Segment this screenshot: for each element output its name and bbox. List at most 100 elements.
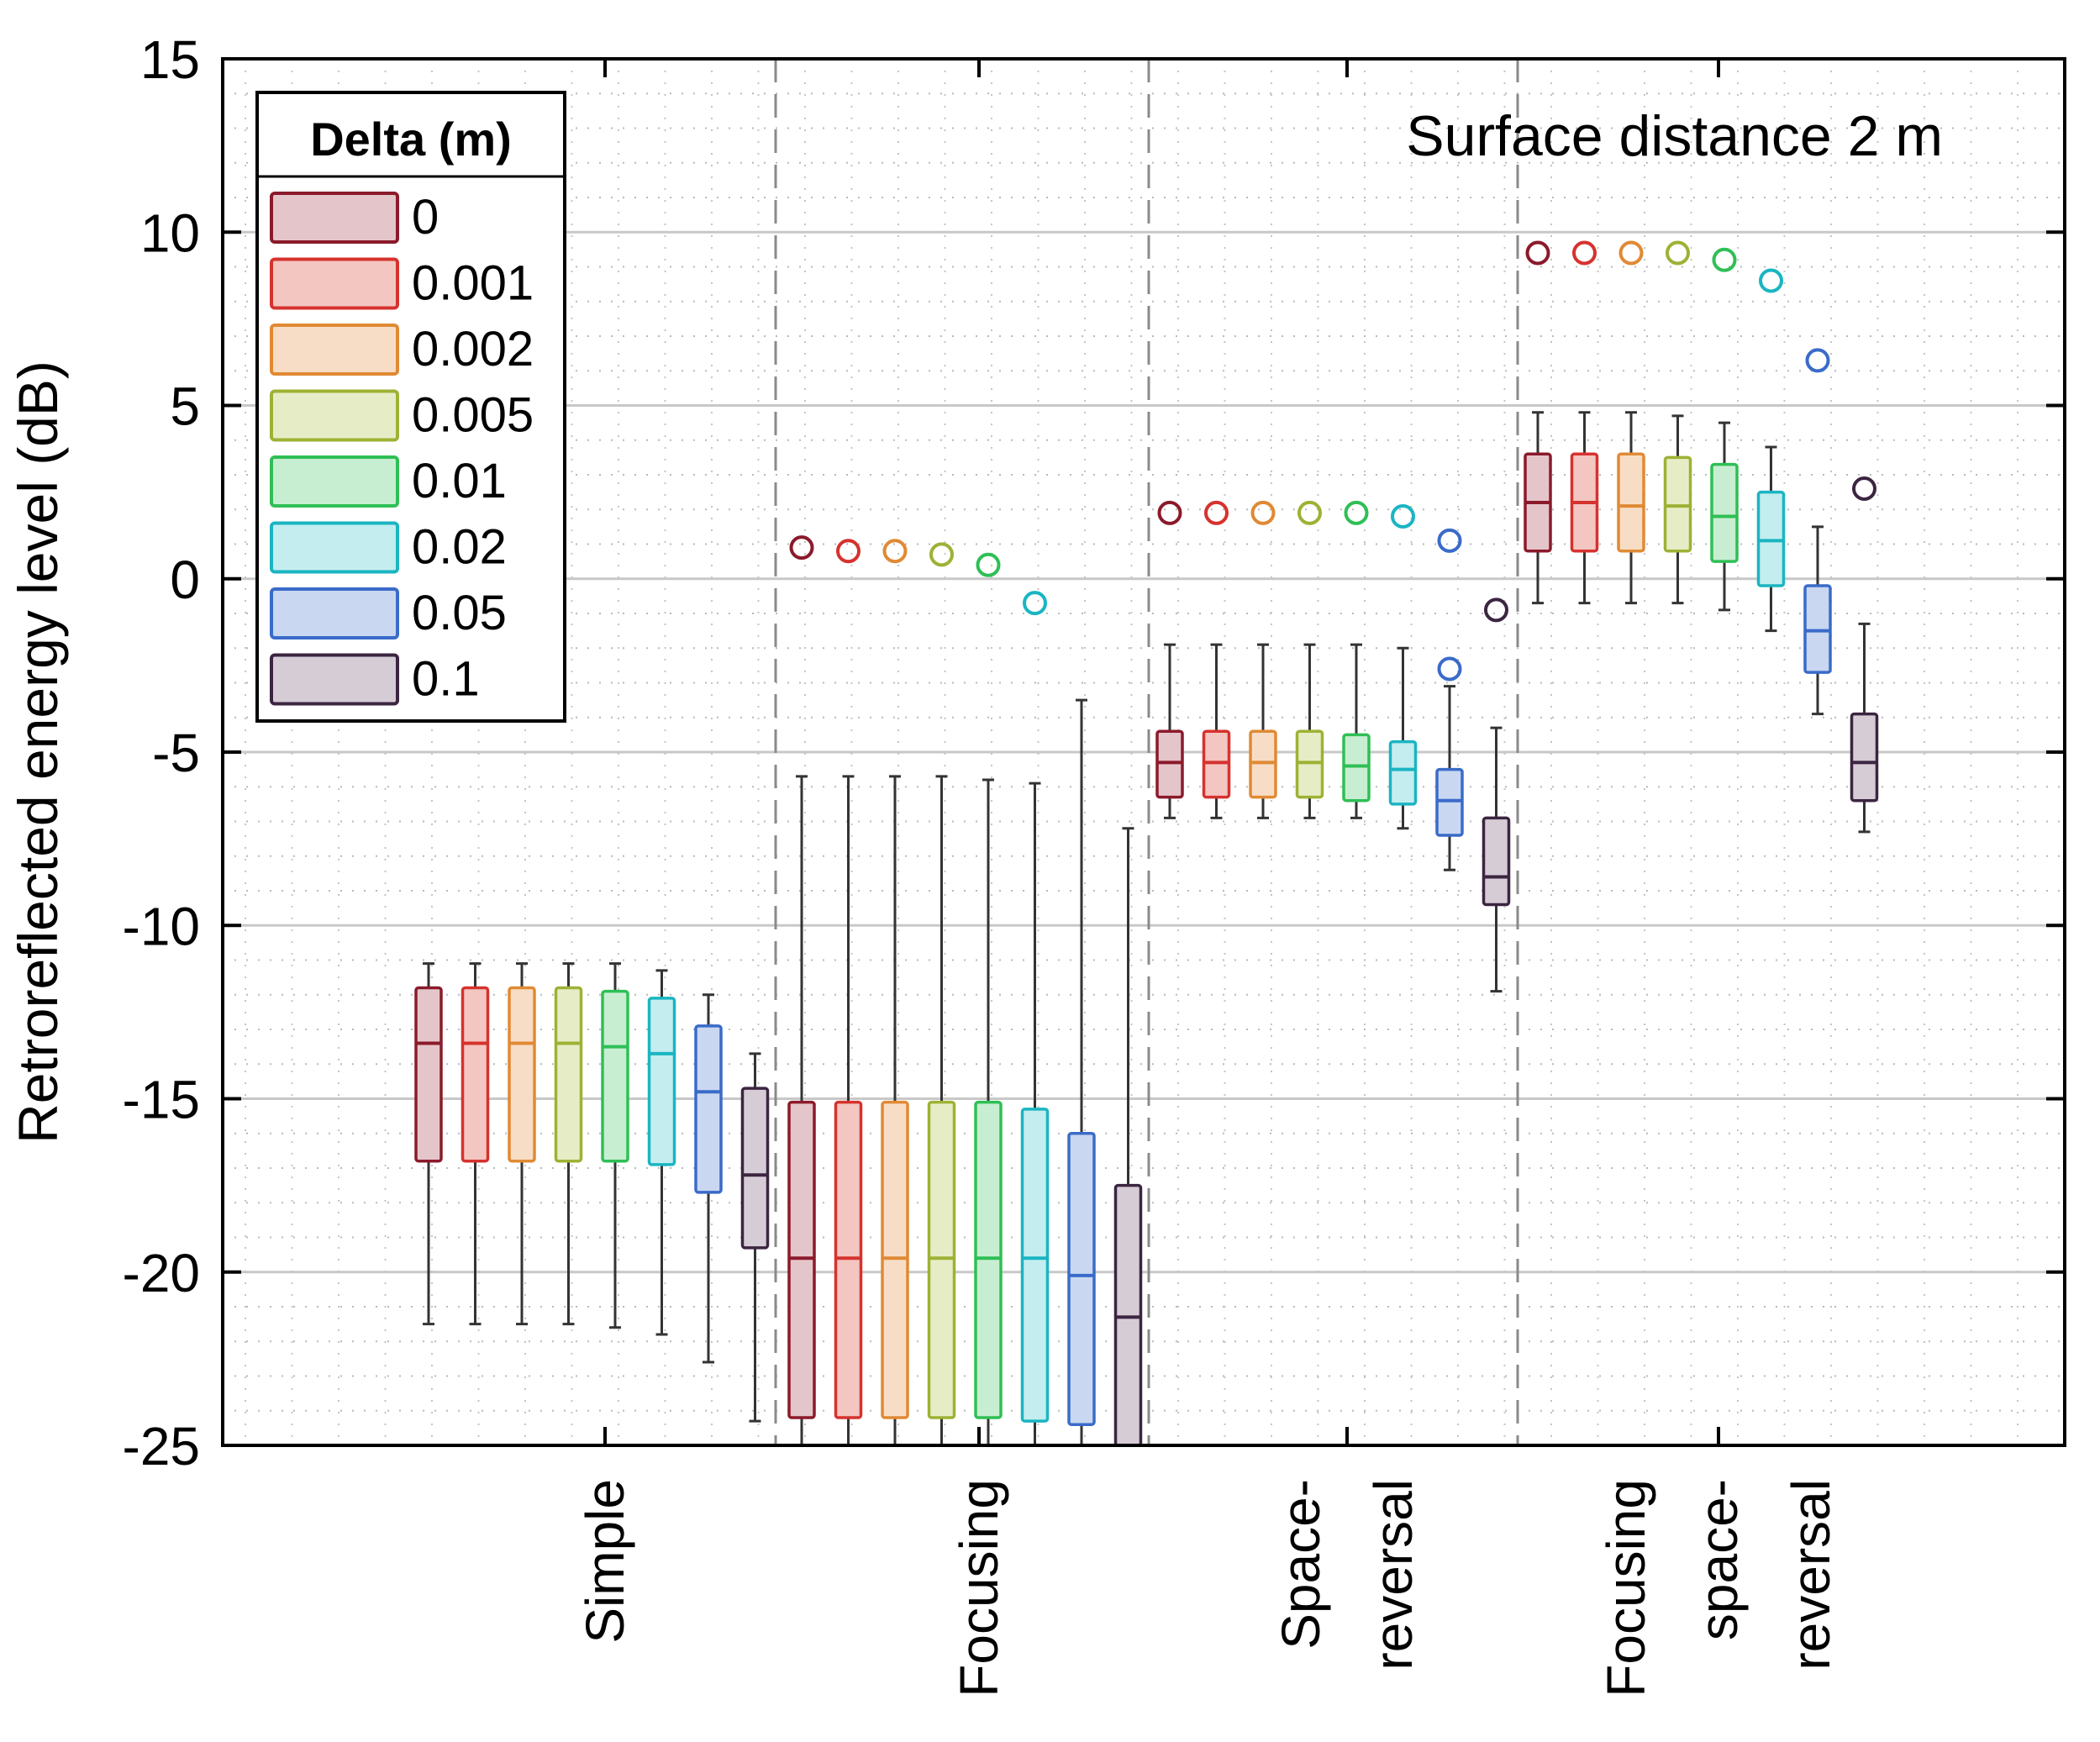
outlier-point [1572,240,1597,266]
box-iqr [1295,729,1324,799]
box-iqr [414,986,443,1163]
outlier-point [1157,500,1182,525]
box-iqr [927,1100,956,1419]
box-iqr [834,1100,863,1419]
box-space-reversal-0.1 [1482,597,1511,993]
legend-label: 0 [412,190,439,245]
box-simple-0.001 [461,962,490,1326]
outlier-point [1618,240,1644,266]
box-space-reversal-0 [1155,500,1184,819]
box-space-reversal-0.005 [1295,500,1324,819]
legend-entry-0.02: 0.02 [270,520,507,575]
box-iqr [461,986,490,1163]
outlier-point [976,552,1001,577]
outlier-point [1344,500,1369,525]
box-layer [414,240,1879,1447]
x-category-label: Simple [575,1479,635,1644]
box-iqr [1113,1183,1143,1447]
box-focusing-0.05 [1067,698,1096,1445]
legend-swatch [270,257,399,310]
box-focusing-0.001 [834,539,863,1445]
legend-entries: 0 0.001 0.002 0.005 0.01 0.02 0.05 0.1 [270,190,534,707]
box-focusing-space-reversal-0.1 [1850,476,1879,834]
legend-label: 0.05 [412,586,507,640]
outlier-point [1805,348,1830,373]
box-iqr [647,997,676,1166]
outlier-point [1712,247,1737,272]
box-simple-0.05 [694,993,723,1364]
box-iqr [1067,1132,1096,1426]
box-iqr [1663,455,1692,553]
box-space-reversal-0.05 [1435,528,1464,871]
box-iqr [1617,452,1645,553]
box-focusing-space-reversal-0.005 [1663,240,1692,605]
outlier-point [1852,476,1876,501]
x-category-label: reversal [1363,1479,1424,1671]
y-tick-label: -20 [123,1243,201,1303]
y-tick-label: -5 [152,723,200,783]
outlier-point [1250,500,1276,525]
box-simple-0.002 [508,962,536,1326]
outlier-point [1759,268,1783,293]
y-tick-label: 10 [140,203,200,263]
box-iqr [694,1024,723,1194]
box-iqr [1710,462,1739,563]
legend-entry-0: 0 [270,190,439,245]
box-iqr [554,986,583,1163]
x-category-label: space- [1688,1479,1749,1640]
outlier-point [1204,500,1229,525]
box-focusing-space-reversal-0 [1524,240,1552,605]
outlier-point [1023,591,1047,616]
legend-label: 0.1 [412,652,480,707]
legend: Delta (m) 0 0.001 0.002 0.005 0.01 0.02 0.05 0.… [255,91,566,723]
box-focusing-space-reversal-0.01 [1710,247,1739,612]
outlier-point [1437,656,1462,682]
outlier-point [1484,597,1508,623]
box-simple-0 [414,962,443,1326]
box-focusing-0.002 [881,539,909,1445]
outlier-point [1666,240,1690,266]
x-category-label: Focusing [1596,1479,1656,1697]
legend-entry-0.1: 0.1 [270,652,480,707]
outlier-point [882,539,908,564]
box-iqr [508,986,536,1163]
y-tick-label: 5 [170,376,200,437]
box-iqr [1850,712,1879,803]
legend-entry-0.001: 0.001 [270,256,534,311]
tick-layer: 15 10 5 0 -5 -10 -15 -20 -25 Simple Focusing Space-… [123,29,2065,1697]
box-focusing-space-reversal-0.02 [1756,268,1786,633]
legend-entry-0.01: 0.01 [270,454,507,508]
box-iqr [740,1087,770,1250]
legend-swatch [270,455,399,508]
legend-entry-0.05: 0.05 [270,586,507,640]
outlier-point [1391,504,1415,529]
box-iqr [1756,490,1786,587]
x-category-label: Space- [1271,1479,1331,1650]
y-tick-label: 15 [140,29,200,90]
box-space-reversal-0.02 [1388,504,1418,830]
box-focusing-space-reversal-0.001 [1570,240,1599,605]
legend-label: 0.01 [412,454,507,508]
legend-swatch [270,324,399,376]
box-simple-0.005 [554,962,583,1326]
y-tick-label: 0 [170,550,200,610]
y-tick-label: -10 [123,896,201,956]
box-focusing-space-reversal-0.002 [1617,240,1645,605]
box-space-reversal-0.001 [1202,500,1231,819]
legend-swatch [270,653,399,706]
outlier-point [1297,500,1322,525]
outlier-point [929,542,954,567]
box-iqr [1202,729,1231,799]
legend-label: 0.02 [412,520,507,575]
outlier-point [1525,240,1550,266]
legend-swatch [270,521,399,574]
x-category-label: Focusing [949,1479,1009,1697]
legend-swatch [270,389,399,442]
outlier-point [789,535,814,560]
box-iqr [1435,767,1464,837]
box-space-reversal-0.002 [1249,500,1277,819]
box-iqr [1155,729,1184,799]
box-focusing-space-reversal-0.05 [1803,348,1832,716]
